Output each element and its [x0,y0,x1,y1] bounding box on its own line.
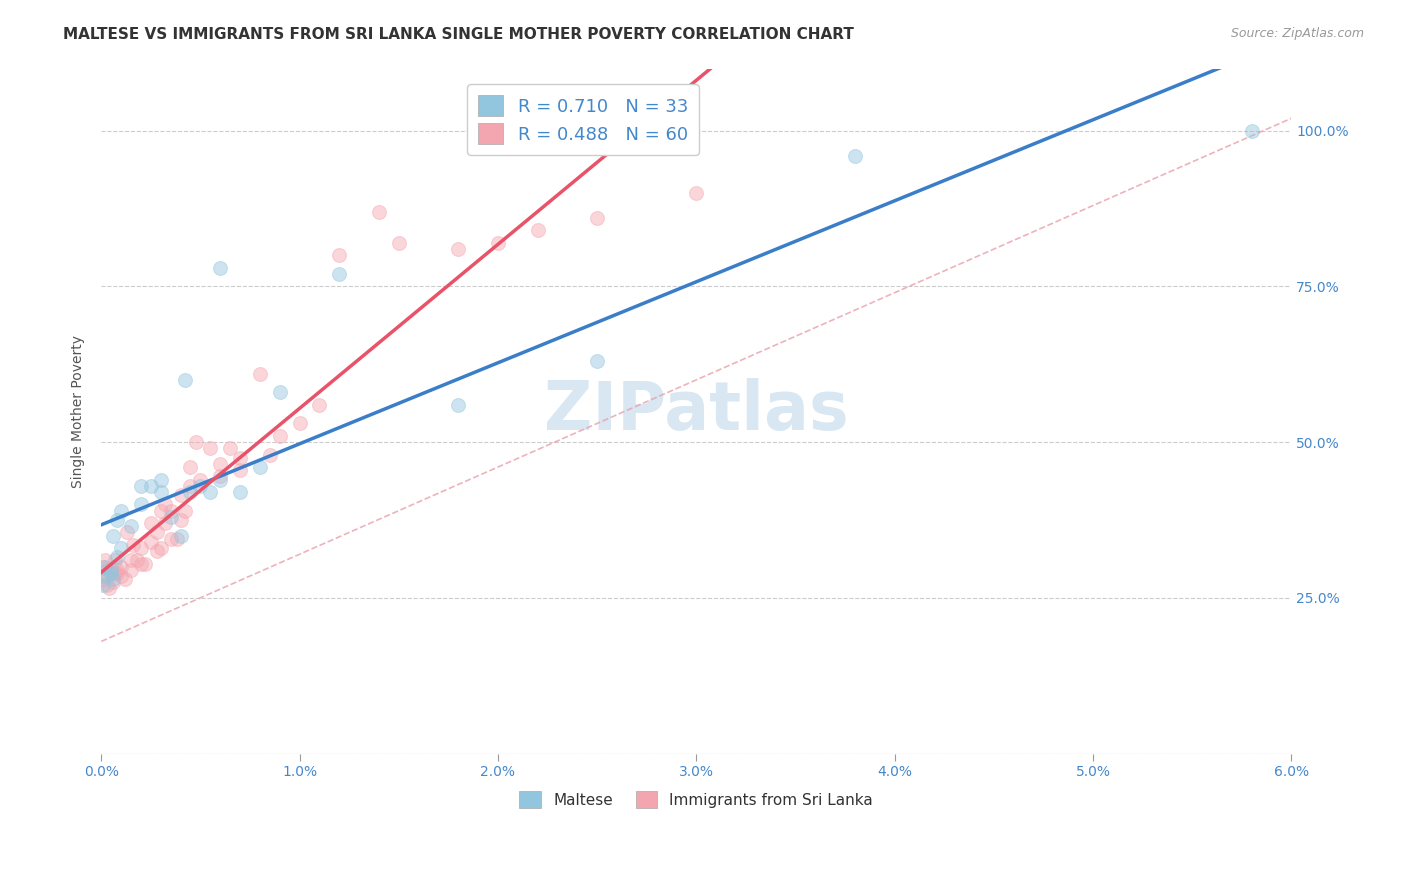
Point [190,473,212,487]
Point [101,575,124,590]
Point [159,509,181,524]
Point [105,550,128,565]
Point [96,563,118,577]
Point [105,563,128,577]
Point [229,485,252,500]
Point [219,442,242,456]
Point [229,463,252,477]
Point [229,450,252,465]
Point [186,435,208,450]
Point [209,457,232,471]
Point [139,534,162,549]
Point [149,503,172,517]
Point [91,572,114,586]
Point [269,385,291,400]
Text: Source: ZipAtlas.com: Source: ZipAtlas.com [1230,27,1364,40]
Point [149,473,172,487]
Point [96,578,118,592]
Point [91,578,114,592]
Point [249,367,271,381]
Point [110,569,132,583]
Y-axis label: Single Mother Poverty: Single Mother Poverty [72,334,86,488]
Point [145,525,167,540]
Point [166,532,188,546]
Point [173,373,195,387]
Point [159,532,181,546]
Point [179,485,201,500]
Point [153,497,176,511]
Point [129,557,152,571]
Point [104,566,127,580]
Point [139,479,162,493]
Point [145,544,167,558]
Point [447,242,470,256]
Point [105,513,128,527]
Point [110,559,132,574]
Point [328,267,350,281]
Point [91,569,114,583]
Point [179,479,201,493]
Point [685,186,707,200]
Text: ZIPatlas: ZIPatlas [544,378,849,444]
Point [367,204,389,219]
Point [94,559,117,574]
Point [149,485,172,500]
Point [200,442,222,456]
Point [288,417,311,431]
Point [844,149,866,163]
Point [169,488,191,502]
Point [209,469,232,483]
Point [98,582,121,596]
Point [269,429,291,443]
Point [586,211,609,225]
Point [120,519,142,533]
Point [129,541,152,555]
Point [91,559,114,574]
Point [134,557,156,571]
Point [209,260,232,275]
Point [120,553,142,567]
Point [149,541,172,555]
Point [110,541,132,555]
Text: MALTESE VS IMMIGRANTS FROM SRI LANKA SINGLE MOTHER POVERTY CORRELATION CHART: MALTESE VS IMMIGRANTS FROM SRI LANKA SIN… [63,27,855,42]
Point [101,528,124,542]
Point [209,473,232,487]
Point [115,525,138,540]
Point [173,503,195,517]
Point [125,553,148,567]
Point [129,479,152,493]
Point [179,460,201,475]
Point [586,354,609,368]
Point [200,485,222,500]
Point [526,223,548,237]
Point [139,516,162,530]
Point [122,538,145,552]
Point [328,248,350,262]
Point [100,566,122,580]
Point [447,398,470,412]
Point [259,448,281,462]
Point [1240,124,1263,138]
Point [105,566,128,580]
Point [308,398,330,412]
Point [129,497,152,511]
Point [159,503,181,517]
Point [169,513,191,527]
Point [94,553,117,567]
Point [249,460,271,475]
Point [100,563,122,577]
Point [110,503,132,517]
Point [120,563,142,577]
Point [486,235,509,250]
Legend: Maltese, Immigrants from Sri Lanka: Maltese, Immigrants from Sri Lanka [513,784,879,814]
Point [190,479,212,493]
Point [114,572,136,586]
Point [169,528,191,542]
Point [101,572,124,586]
Point [104,553,127,567]
Point [388,235,411,250]
Point [153,516,176,530]
Point [96,569,118,583]
